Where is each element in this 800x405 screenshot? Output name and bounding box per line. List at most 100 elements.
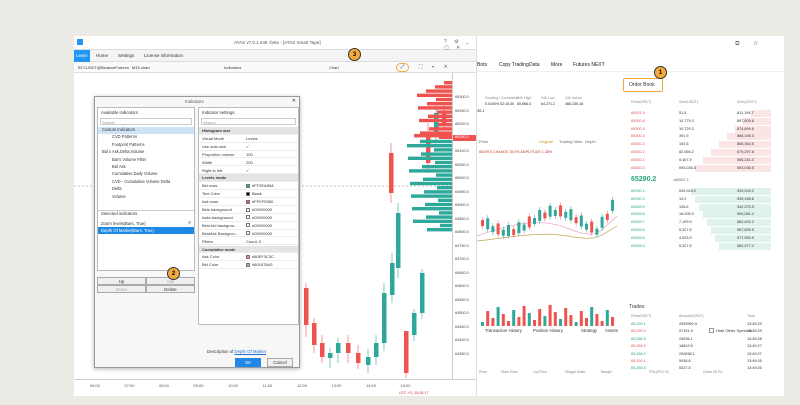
ok-button[interactable]: OK [235,358,261,367]
ask-cell[interactable]: 811,194.7 [737,111,754,115]
delete-button[interactable]: Delete [146,285,195,293]
bid-cell[interactable]: 4,523.9 [679,235,692,240]
bid-cell[interactable]: 539,024.2 [679,189,696,193]
menu-license[interactable]: License information [144,53,184,58]
bid-cell[interactable]: 65290.0 [631,196,645,201]
setting-value[interactable]: #FFEF5350 [252,199,274,205]
tree-item[interactable]: CVD - Cumulative Volume Delta [112,178,171,184]
menu-settings[interactable]: Settings [118,53,135,58]
ask-cell[interactable]: 391.9 [679,134,689,139]
menu-home[interactable]: Home [96,53,109,58]
bid-cell[interactable]: 567,659.5 [737,228,754,232]
order-book-tab[interactable]: Order Book [623,78,663,92]
ask-cell[interactable]: 65300.0 [631,165,645,170]
ask-cell[interactable]: 65300.2 [631,150,645,154]
setting-value[interactable]: 200 [246,159,253,165]
tree-item[interactable]: Volume [112,193,126,199]
bid-cell[interactable]: 539,024.2 [737,189,754,193]
close-icon[interactable]: ✕ [291,98,296,104]
ask-cell[interactable]: 51.5 [679,111,687,115]
indicators-button[interactable]: Indicators [224,65,242,70]
tree-item[interactable]: Custom Indicators [98,127,194,134]
setting-value[interactable]: Black [252,191,262,197]
tree-item[interactable]: Footprint Patterns [112,141,145,147]
color-swatch[interactable] [246,183,250,188]
timeframe-selector[interactable]: M15 chart [132,65,150,70]
bid-cell[interactable]: 577,990.9 [737,235,754,240]
ask-cell[interactable]: 65300.4 [631,134,645,139]
chart-tab-2[interactable]: Trading View [559,139,583,144]
ask-cell[interactable]: 65301.5 [631,111,645,115]
bid-cell[interactable]: 555,081.4 [737,212,754,217]
color-swatch[interactable] [246,215,250,220]
ask-cell[interactable]: 897,605.8 [737,118,754,123]
nav-item-2[interactable]: Data [529,62,540,68]
ask-cell[interactable]: 5,467.9 [679,157,692,162]
nav-item-3[interactable]: More [551,62,563,68]
cancel-button[interactable]: Cancel [267,358,293,367]
search-input[interactable]: Search [100,118,192,125]
hide-other-checkbox[interactable] [709,328,714,333]
ask-cell[interactable]: 65300.1 [631,157,645,162]
bottom-tab-3[interactable]: Assets [605,328,618,333]
chart-window-controls[interactable]: ⛶ ▾ ✕ [419,64,452,70]
bid-cell[interactable]: 126.6 [679,204,689,209]
bid-cell[interactable]: 5,327.5 [679,243,692,248]
bottom-tab-2[interactable]: Strategy [581,328,598,333]
color-swatch[interactable] [246,262,250,267]
color-swatch[interactable] [246,207,250,212]
tree-item[interactable]: Bar's Volume Filter [112,156,147,162]
menu-learn[interactable]: Learn [74,50,90,62]
tree-item[interactable]: Delta [112,186,122,192]
bid-cell[interactable]: 16.005.3 [679,212,694,217]
nav-item-0[interactable]: Bots [477,62,488,68]
ask-cell[interactable]: 866,196.3 [737,134,754,139]
ask-cell[interactable]: 10.729.3 [679,126,694,131]
tree-item[interactable]: Bid Ask [112,164,126,169]
bid-cell[interactable]: 65289.8 [631,212,645,217]
setting-value[interactable]: Levels [246,135,258,141]
bid-cell[interactable]: 65289.5 [631,235,645,240]
bid-cell[interactable]: 65290.1 [631,189,645,193]
ask-cell[interactable]: 865,364.5 [737,142,754,147]
bid-cell[interactable]: 7,109.9 [679,220,692,225]
pin-icon[interactable]: ⚲ [188,220,191,225]
chart-tab-1[interactable]: Original [539,139,553,144]
up-button[interactable]: Up [97,277,146,285]
bid-cell[interactable]: 539,168.6 [737,196,754,201]
ask-cell[interactable]: 65300.6 [631,118,645,123]
color-swatch[interactable] [246,223,250,228]
bottom-tab-1[interactable]: Position History [533,328,563,333]
nav-item-1[interactable]: Copy Trading [499,62,529,68]
hide-other-label[interactable]: Hide Other Symbols [716,328,752,333]
bid-cell[interactable]: 562,492.2 [737,220,754,225]
browser-toolbar-icons[interactable]: ⧉ ☆ [735,41,764,47]
setting-value[interactable]: 100 [246,151,253,157]
description-link[interactable]: Depth Of Market [234,349,267,354]
binance-chart[interactable] [477,156,617,296]
ask-cell[interactable]: 10.779.3 [679,118,694,123]
ask-cell[interactable]: 874,899.6 [737,126,754,131]
ask-cell[interactable]: 192.6 [679,142,689,147]
color-swatch[interactable] [246,254,250,259]
bid-cell[interactable]: 65289.4 [631,243,645,248]
setting-value[interactable]: #00000000 [252,207,273,212]
ask-cell[interactable]: 65300.5 [631,126,645,131]
selected-item-dom[interactable]: Depth Of Market(Bars, True) [98,227,194,234]
tree-item[interactable]: CVD Patterns [112,134,138,140]
ask-cell[interactable]: 596,241.0 [737,157,754,162]
setting-value[interactable]: #00000000 [252,222,273,228]
bid-cell[interactable]: 65289.9 [631,204,645,209]
color-swatch[interactable] [246,231,250,236]
setting-value[interactable]: ✓ [246,143,250,149]
settings-search-input[interactable]: Search [201,118,296,125]
bid-cell[interactable]: 19.2 [679,196,687,201]
ask-cell[interactable]: 593,036.5 [737,165,754,170]
tree-item[interactable]: Bid x Ask,Delta,Volume [102,149,145,155]
setting-value[interactable]: #00000000 [252,214,273,220]
nav-item-4[interactable]: Futures NEXT [573,62,605,68]
bid-cell[interactable]: 65289.6 [631,228,645,232]
setting-value[interactable]: Count: 0 [246,238,262,244]
ask-cell[interactable]: 593,036.5 [679,165,696,170]
bid-cell[interactable]: 582,977.4 [737,243,754,248]
